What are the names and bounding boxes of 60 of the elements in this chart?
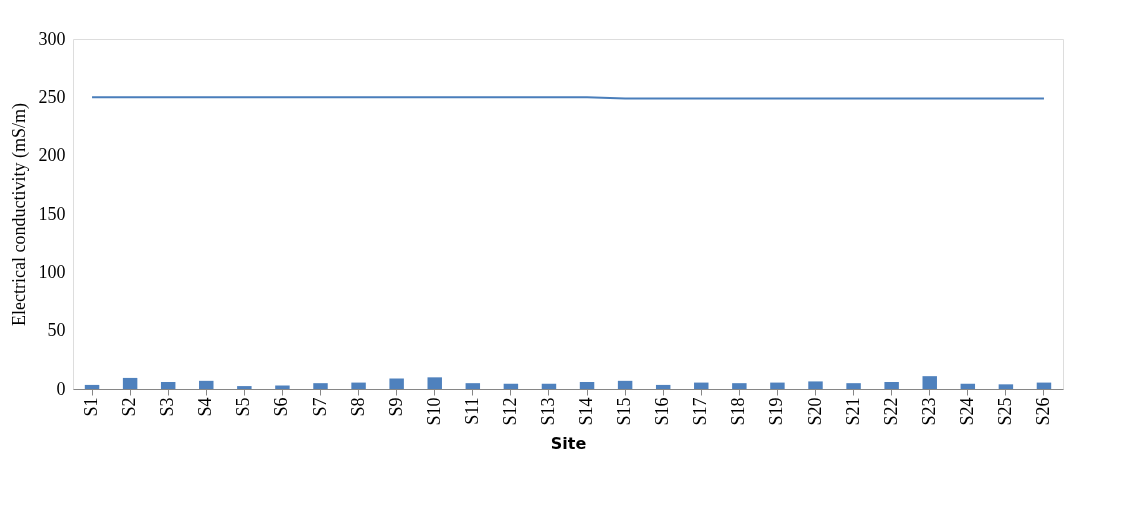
bar <box>160 382 176 389</box>
x-tick-label: S21 <box>842 397 863 426</box>
y-tick-label: 0 <box>56 378 66 399</box>
x-tick-label: S8 <box>347 397 368 417</box>
x-tick-label: S16 <box>652 397 673 426</box>
bar <box>808 381 823 389</box>
bar <box>655 384 671 389</box>
x-tick-label: S9 <box>385 397 406 417</box>
bar <box>427 377 442 389</box>
x-tick-label: S17 <box>690 397 711 426</box>
x-tick-label: S18 <box>728 397 749 426</box>
y-tick-label: 300 <box>38 28 66 49</box>
bar <box>199 380 214 389</box>
x-tick-label: S19 <box>766 397 787 426</box>
x-tick-label: S6 <box>271 397 292 417</box>
bar <box>922 376 937 389</box>
y-tick-label: 250 <box>38 86 66 107</box>
x-tick-label: S15 <box>614 397 635 426</box>
bar <box>84 384 100 389</box>
bar <box>503 383 519 389</box>
x-axis-title: Site <box>550 433 587 453</box>
bar <box>579 382 595 389</box>
y-tick-label: 150 <box>38 203 66 224</box>
bar <box>465 383 481 389</box>
x-tick-label: S24 <box>956 397 977 426</box>
bar <box>541 383 557 389</box>
x-tick-label: S7 <box>309 397 330 417</box>
x-tick-label: S14 <box>576 397 597 426</box>
bar <box>884 382 899 389</box>
bar <box>846 383 861 389</box>
bar <box>1036 382 1052 389</box>
x-tick-label: S22 <box>880 397 901 426</box>
x-tick-label: S12 <box>499 397 520 426</box>
x-tick-label: S13 <box>537 397 558 426</box>
x-tick-label: S23 <box>918 397 939 426</box>
y-tick-label: 100 <box>38 261 66 282</box>
x-tick-label: S2 <box>119 397 140 417</box>
bar <box>617 380 633 389</box>
bar <box>960 383 976 389</box>
x-tick-label: S26 <box>1032 397 1053 426</box>
bar <box>122 377 138 389</box>
x-tick-label: S11 <box>461 397 482 425</box>
y-axis-title: Electrical conductivity (mS/m) <box>8 103 30 326</box>
x-tick-label: S20 <box>804 397 825 426</box>
x-tick-label: S1 <box>81 397 102 417</box>
x-tick-label: S25 <box>994 397 1015 426</box>
bar <box>237 386 252 389</box>
bar <box>998 384 1014 389</box>
bar <box>313 383 328 389</box>
y-tick-label: 50 <box>47 320 66 341</box>
bar <box>389 378 404 389</box>
bar <box>732 383 747 389</box>
bar <box>351 382 366 389</box>
x-tick-label: S4 <box>195 397 216 417</box>
x-tick-label: S10 <box>423 397 444 426</box>
bar <box>770 382 785 389</box>
x-tick-label: S3 <box>157 397 178 417</box>
bar <box>694 382 709 389</box>
x-tick-label: S5 <box>233 397 254 417</box>
y-tick-label: 200 <box>38 145 66 166</box>
